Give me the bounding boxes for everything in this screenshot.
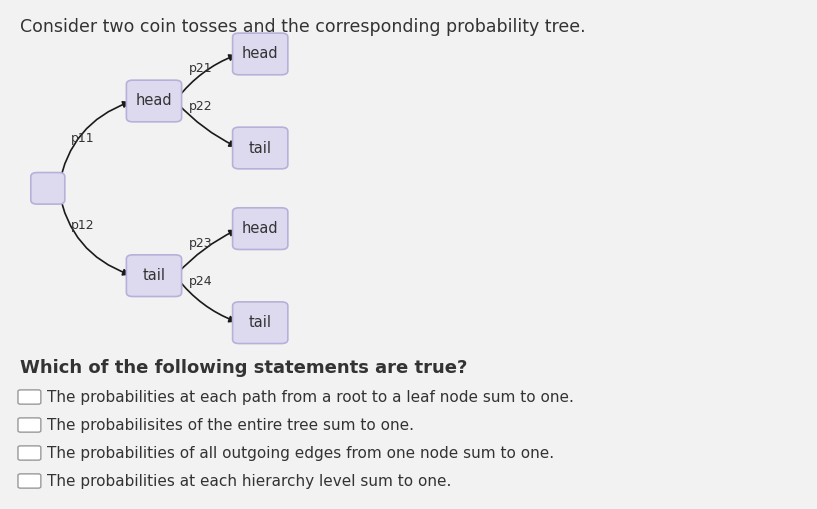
FancyBboxPatch shape <box>127 255 181 297</box>
FancyBboxPatch shape <box>127 80 181 122</box>
Text: tail: tail <box>248 140 272 156</box>
Text: p11: p11 <box>71 132 95 145</box>
Text: The probabilisites of the entire tree sum to one.: The probabilisites of the entire tree su… <box>47 417 413 433</box>
Text: tail: tail <box>142 268 166 283</box>
FancyBboxPatch shape <box>233 33 288 75</box>
Text: Which of the following statements are true?: Which of the following statements are tr… <box>20 359 468 377</box>
Text: The probabilities at each hierarchy level sum to one.: The probabilities at each hierarchy leve… <box>47 473 451 489</box>
FancyBboxPatch shape <box>18 474 41 488</box>
FancyBboxPatch shape <box>31 173 65 204</box>
Text: head: head <box>242 221 279 236</box>
Text: tail: tail <box>248 315 272 330</box>
FancyBboxPatch shape <box>18 446 41 460</box>
Text: p22: p22 <box>189 100 212 113</box>
FancyBboxPatch shape <box>233 127 288 169</box>
Text: Consider two coin tosses and the corresponding probability tree.: Consider two coin tosses and the corresp… <box>20 18 586 36</box>
Text: p21: p21 <box>189 63 212 75</box>
Text: The probabilities of all outgoing edges from one node sum to one.: The probabilities of all outgoing edges … <box>47 445 554 461</box>
FancyBboxPatch shape <box>18 418 41 432</box>
Text: head: head <box>242 46 279 62</box>
FancyBboxPatch shape <box>233 302 288 344</box>
Text: p24: p24 <box>189 275 212 288</box>
FancyBboxPatch shape <box>233 208 288 249</box>
Text: head: head <box>136 94 172 108</box>
Text: p12: p12 <box>71 219 95 232</box>
Text: p23: p23 <box>189 237 212 250</box>
Text: The probabilities at each path from a root to a leaf node sum to one.: The probabilities at each path from a ro… <box>47 389 574 405</box>
FancyBboxPatch shape <box>18 390 41 404</box>
